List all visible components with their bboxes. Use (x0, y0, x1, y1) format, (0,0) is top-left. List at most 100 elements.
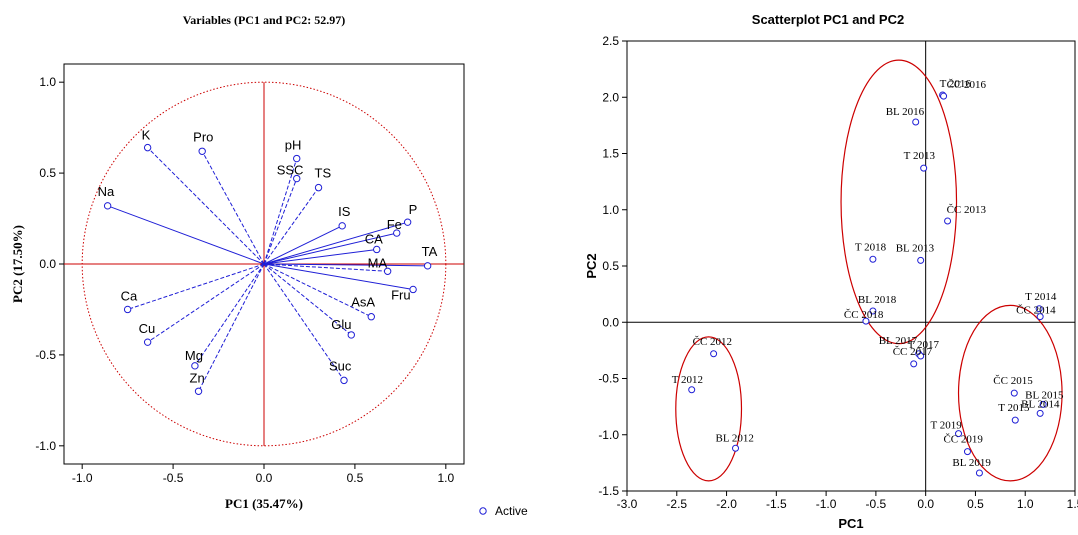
loading-line (148, 148, 264, 264)
variable-point (404, 219, 410, 225)
sample-label: T 2015 (998, 402, 1030, 414)
loading-line (108, 206, 264, 264)
x-tick-label: -2.0 (716, 497, 737, 511)
x-tick-label: 0.5 (347, 471, 364, 485)
variable-point (424, 263, 430, 269)
sample-label: ČC 2015 (993, 375, 1033, 387)
loading-line (148, 264, 264, 342)
loading-line (264, 264, 413, 289)
sample-label: T 2019 (931, 420, 963, 432)
loading-line (202, 151, 264, 264)
left-point-labels: K ProNapHSSC TSIS PFeCATAMAFruAsAGluSucCaCu… (98, 128, 438, 386)
variable-label: Na (98, 184, 115, 199)
sample-label: T 2012 (672, 374, 703, 386)
scatterplot-chart: Scatterplot PC1 and PC2 -3.0 -2.5 -2.0 -1.5… (584, 12, 1078, 531)
right-axis-ticks: -3.0 -2.5 -2.0 -1.5 -1.0 -0.5 0.0 0.5 1.0 1.5 -1.5… (598, 34, 1078, 511)
variable-point (341, 377, 347, 383)
variable-point (348, 332, 354, 338)
variable-label: Glu (331, 317, 351, 332)
variable-point (192, 363, 198, 369)
x-tick-label: -0.5 (163, 471, 184, 485)
sample-label: T 2014 (1025, 291, 1057, 303)
loading-line (264, 188, 319, 264)
variable-label: Fru (391, 287, 411, 302)
right-points (689, 92, 1046, 476)
sample-label: BL 2018 (858, 294, 897, 306)
y-tick-label: 2.5 (602, 34, 619, 48)
legend-marker (480, 508, 486, 514)
variable-label: Ca (121, 288, 138, 303)
sample-label: ČC 2018 (844, 309, 884, 321)
x-tick-label: 1.5 (1067, 497, 1078, 511)
variable-label: Cu (139, 321, 156, 336)
sample-point (918, 257, 924, 263)
variable-label: pH (285, 138, 302, 153)
variable-label: Suc (329, 358, 352, 373)
y-tick-label: 0.0 (39, 257, 56, 271)
x-tick-label: 0.5 (967, 497, 984, 511)
loading-line (199, 264, 264, 391)
variable-label: TA (422, 244, 438, 259)
variable-point (410, 286, 416, 292)
sample-label: BL 2019 (952, 457, 991, 469)
loading-line (264, 179, 297, 264)
variable-point (104, 203, 110, 209)
right-plot-frame (627, 41, 1075, 491)
variable-point (294, 155, 300, 161)
x-tick-label: -0.5 (866, 497, 887, 511)
sample-label: ČC 2016 (947, 79, 987, 91)
legend: Active (480, 504, 528, 518)
sample-point (1012, 417, 1018, 423)
variable-label: CA (365, 231, 383, 246)
variable-point (124, 306, 130, 312)
right-y-axis-label: PC2 (584, 253, 599, 278)
right-reference-lines (627, 41, 1075, 491)
left-chart-title: Variables (PC1 and PC2: 52.97) (183, 13, 346, 27)
x-tick-label: -1.0 (816, 497, 837, 511)
variable-point (368, 314, 374, 320)
legend-entry-active: Active (495, 504, 528, 518)
variable-label: SSC (277, 163, 304, 178)
sample-point (1037, 410, 1043, 416)
x-tick-label: -2.5 (666, 497, 687, 511)
sample-point (911, 361, 917, 367)
sample-point (1011, 390, 1017, 396)
variable-label: Fe (387, 217, 402, 232)
variable-label: K (142, 128, 151, 143)
y-tick-label: -1.0 (598, 428, 619, 442)
sample-point (921, 165, 927, 171)
variable-point (144, 339, 150, 345)
y-tick-label: 0.0 (602, 315, 619, 329)
y-tick-label: -1.5 (598, 484, 619, 498)
y-tick-label: 0.5 (39, 166, 56, 180)
sample-point (945, 218, 951, 224)
x-tick-label: 0.0 (917, 497, 934, 511)
variable-label: MA (368, 255, 388, 270)
sample-point (941, 93, 947, 99)
y-tick-label: -0.5 (35, 348, 56, 362)
variable-label: Mg (185, 348, 203, 363)
y-tick-label: 2.0 (602, 90, 619, 104)
x-tick-label: -3.0 (617, 497, 638, 511)
sample-label: ČC 2013 (947, 204, 987, 216)
sample-label: BL 2013 (896, 242, 935, 254)
y-tick-label: -0.5 (598, 372, 619, 386)
sample-label: T 2013 (904, 150, 936, 162)
x-tick-label: -1.5 (766, 497, 787, 511)
y-tick-label: 1.0 (39, 75, 56, 89)
sample-point (711, 351, 717, 357)
variable-point (315, 184, 321, 190)
sample-point (733, 445, 739, 451)
variable-point (199, 148, 205, 154)
variables-chart: Variables (PC1 and PC2: 52.97) -1.0 -0.5 0… (10, 13, 528, 518)
x-tick-label: -1.0 (72, 471, 93, 485)
left-axis-ticks: -1.0 -0.5 0.0 0.5 1.0 -1.0 -0.5 0.0 0.5 1.0 (35, 75, 454, 485)
variable-point (195, 388, 201, 394)
sample-label: ČC 2014 (1016, 305, 1056, 317)
loading-line (128, 264, 264, 309)
sample-point (913, 119, 919, 125)
right-point-labels: T 2016ČC 2016BL 2016T 2013ČC 2013T 2018 B… (672, 78, 1064, 469)
variable-label: IS (338, 204, 351, 219)
y-tick-label: 1.0 (602, 203, 619, 217)
